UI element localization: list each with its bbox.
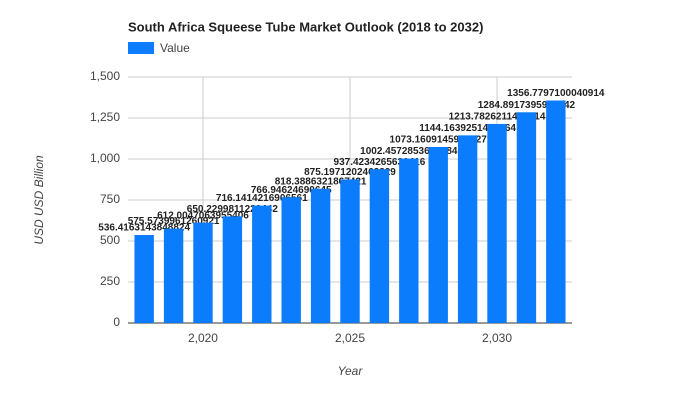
bar — [163, 228, 184, 323]
y-tick-label: 1,500 — [90, 69, 120, 83]
value-label: 1284.8917395977242 — [478, 100, 576, 111]
value-label: 875.1971202462229 — [304, 167, 396, 178]
y-tick-label: 1,000 — [90, 151, 120, 165]
x-tick-label: 2,030 — [482, 331, 512, 345]
value-label: 766.94624690645 — [251, 185, 332, 196]
value-label: 716.1414216906561 — [216, 193, 308, 204]
value-label: 650.2299811229442 — [187, 204, 279, 215]
value-label: 937.4234265636416 — [334, 157, 426, 168]
value-label: 1002.4572853637084 — [360, 146, 458, 157]
bar — [546, 100, 566, 323]
y-axis-label: USD USD Billion — [32, 155, 46, 245]
x-axis-label: Year — [338, 364, 364, 378]
x-tick-label: 2,025 — [335, 331, 365, 345]
value-label: 818.3886321867421 — [275, 176, 367, 187]
y-tick-label: 750 — [100, 192, 120, 206]
bar — [399, 158, 419, 323]
bar — [340, 179, 360, 323]
bar — [516, 112, 537, 323]
y-tick-label: 1,250 — [90, 110, 120, 124]
bar — [428, 147, 448, 323]
bar — [457, 135, 478, 323]
value-label: 536.4163143848824 — [98, 223, 190, 234]
bar — [222, 216, 243, 323]
value-label: 575.5739961260921 — [128, 216, 220, 227]
value-label: 1144.1639251407264 — [419, 123, 516, 134]
bar — [252, 205, 272, 323]
value-label: 1213.7826211494014 — [449, 112, 546, 123]
bar — [487, 123, 507, 323]
value-label: 1356.7797100040914 — [507, 88, 605, 99]
x-tick-label: 2,020 — [188, 331, 218, 345]
value-label: 1073.1609145956727 — [390, 135, 488, 146]
bar — [193, 222, 213, 323]
y-tick-label: 250 — [100, 274, 120, 288]
bar — [369, 169, 390, 323]
value-label: 612.0047063955406 — [157, 210, 249, 221]
chart-title: South Africa Squeese Tube Market Outlook… — [128, 19, 483, 34]
bar — [134, 235, 154, 323]
bar — [310, 188, 331, 323]
y-tick-label: 0 — [113, 315, 120, 329]
y-tick-label: 500 — [100, 233, 120, 247]
legend-swatch — [128, 42, 154, 54]
bar — [281, 197, 301, 323]
legend-label: Value — [160, 41, 190, 55]
